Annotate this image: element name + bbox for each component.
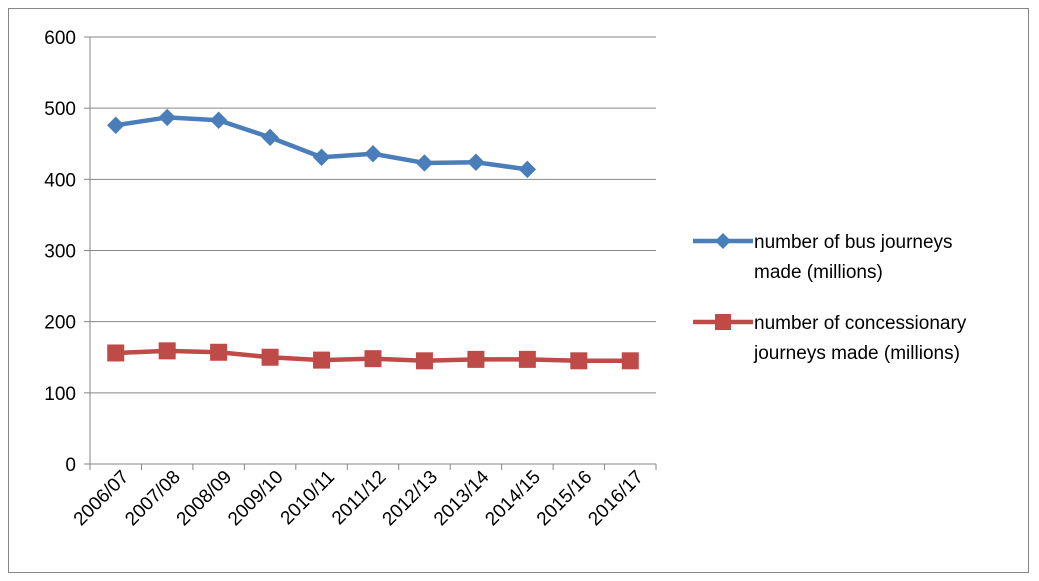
x-tick-label: 2006/07 [70, 467, 133, 530]
legend-item: number of concessionary journeys made (mi… [693, 313, 967, 364]
data-point-marker [158, 342, 176, 360]
data-point-marker [621, 352, 639, 370]
data-point-marker [364, 350, 382, 368]
data-point-marker [261, 348, 279, 366]
x-tick-label: 2013/14 [430, 466, 494, 530]
series-1 [107, 108, 537, 179]
data-point-marker [518, 350, 536, 368]
x-tick-label: 2008/09 [173, 467, 236, 530]
data-point-marker [415, 352, 433, 370]
y-tick-label: 200 [44, 313, 76, 334]
data-point-marker [210, 343, 228, 361]
x-tick-label: 2010/11 [277, 467, 339, 529]
y-tick-label: 600 [44, 28, 76, 49]
legend-item: number of bus journeys made (millions) [693, 232, 953, 283]
y-tick-label: 500 [44, 99, 76, 120]
data-point-marker [107, 116, 125, 134]
legend-marker [715, 314, 731, 330]
x-tick-label: 2016/17 [584, 467, 647, 530]
y-tick-label: 100 [44, 384, 76, 405]
data-point-marker [570, 352, 588, 370]
y-tick-label: 400 [44, 170, 76, 191]
gridlines [90, 36, 656, 394]
data-point-marker [158, 108, 176, 127]
x-axis-ticks: 2006/072007/082008/092009/102010/112011/… [70, 464, 657, 530]
y-tick-label: 300 [44, 242, 76, 263]
data-point-marker [312, 148, 331, 166]
x-tick-label: 2007/08 [121, 467, 184, 530]
data-point-marker [313, 351, 331, 369]
data-point-marker [467, 350, 485, 368]
data-point-marker [209, 111, 228, 129]
x-tick-label: 2012/13 [379, 467, 442, 530]
legend-label: journeys made (millions) [753, 343, 960, 364]
legend-label: number of bus journeys [754, 232, 953, 253]
x-tick-label: 2011/12 [328, 467, 390, 529]
data-point-marker [261, 128, 279, 147]
x-tick-label: 2015/16 [533, 467, 596, 530]
data-point-marker [415, 154, 434, 172]
series-2 [107, 342, 639, 370]
chart-frame [8, 8, 1029, 573]
y-tick-label: 0 [65, 455, 76, 476]
x-tick-label: 2014/15 [481, 467, 544, 530]
y-axis-ticks: 0 100 200 300 400 500 600 [44, 28, 90, 476]
legend-marker [715, 233, 731, 249]
data-point-marker [107, 344, 125, 362]
data-point-marker [518, 160, 537, 179]
data-point-marker [364, 145, 382, 163]
legend-label: made (millions) [754, 262, 883, 283]
x-tick-label: 2009/10 [224, 467, 287, 530]
data-point-marker [467, 153, 485, 171]
legend-label: number of concessionary [754, 313, 967, 334]
series-layer [107, 108, 639, 370]
